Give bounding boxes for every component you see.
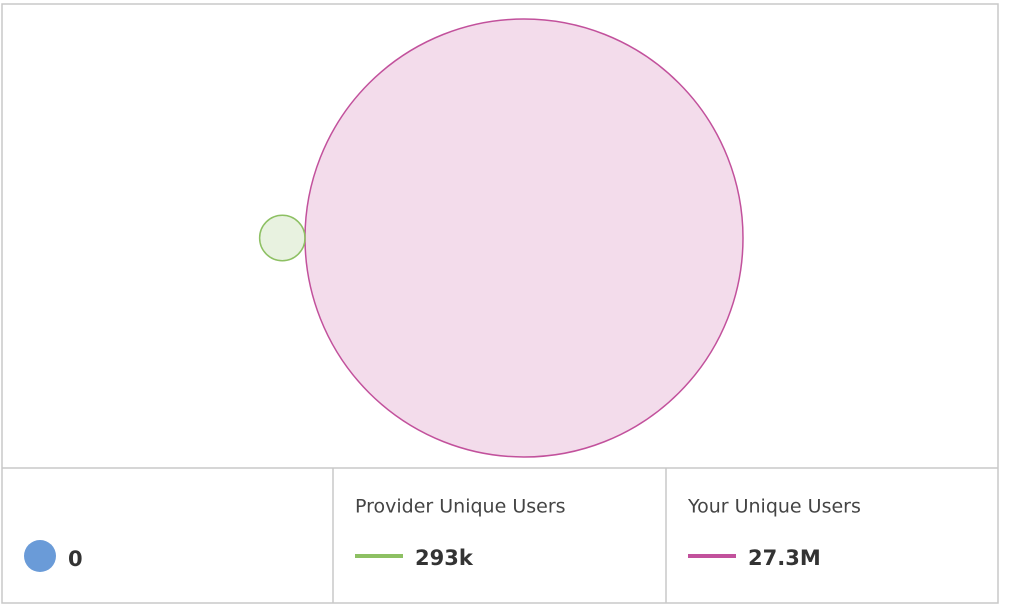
legend-label: Your Unique Users: [687, 496, 861, 518]
set-circle: [304, 18, 744, 458]
overlap-value: 0: [68, 547, 83, 571]
frame: [1, 3, 999, 604]
set-circle: [258, 214, 306, 262]
value-label: 293k: [415, 546, 474, 570]
value-label: 27.3M: [748, 546, 821, 570]
legend-label: Provider Unique Users: [355, 496, 566, 518]
legend-swatch: [24, 540, 56, 572]
